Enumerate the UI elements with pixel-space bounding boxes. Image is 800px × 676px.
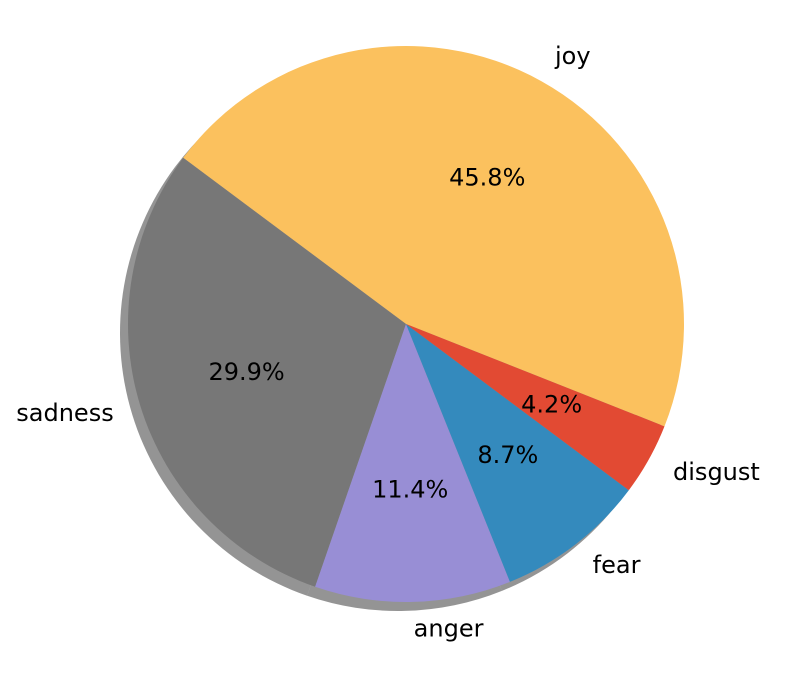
pie-slices [127,45,685,602]
pie-slice-sadness [127,157,407,587]
pie-slice-anger [315,324,510,602]
slice-percent-joy: 45.8% [449,163,525,191]
slice-label-joy: joy [554,42,591,70]
slice-label-sadness: sadness [16,399,113,427]
slice-label-anger: anger [414,615,484,643]
slice-label-disgust: disgust [673,458,760,486]
pie-labels: joy 45.8% sadness 29.9% anger 11.4% fear 8.7% di… [16,42,760,643]
slice-label-fear: fear [593,551,641,579]
slice-percent-disgust: 4.2% [521,390,582,418]
slice-percent-fear: 8.7% [477,441,538,469]
slice-percent-sadness: 29.9% [208,358,284,386]
pie-slice-disgust [406,324,665,491]
pie-slice-joy [183,45,685,427]
pie-slice-fear [406,324,629,582]
slice-percent-anger: 11.4% [372,476,448,504]
